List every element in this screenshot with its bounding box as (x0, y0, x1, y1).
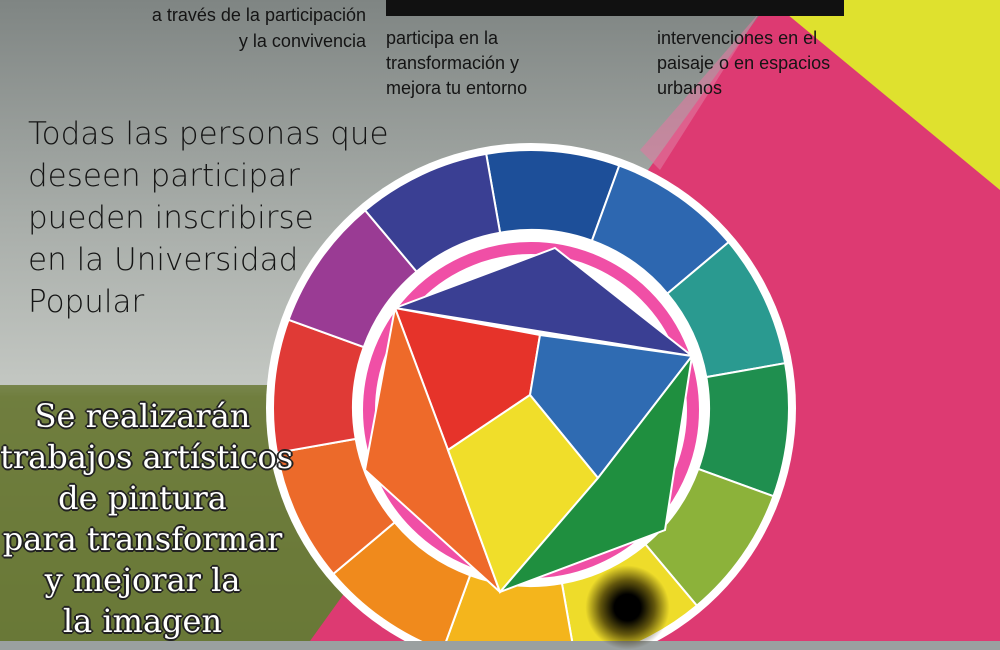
intro-line: pueden inscribirse (28, 200, 314, 236)
wheel-segment (445, 573, 574, 641)
outer-ring (272, 149, 790, 641)
wheel-segment (363, 152, 502, 274)
intro-line: Todas las personas que (28, 116, 389, 152)
top-mid-text: participa en la transformación y mejora … (386, 26, 636, 101)
top-right-line: intervenciones en el (657, 28, 818, 48)
top-mid-line: transformación y (386, 53, 520, 73)
top-right-line: urbanos (657, 78, 723, 98)
inner-polygons (363, 246, 696, 594)
intro-line: Popular (28, 284, 145, 320)
intro-line: deseen participar (28, 158, 300, 194)
magenta-edge (640, 12, 760, 170)
wheel-polygon (391, 246, 696, 358)
outlined-line: de pintura (58, 479, 227, 517)
top-mid-line: mejora tu entorno (386, 78, 528, 98)
outlined-line: Se realizarán (34, 397, 251, 435)
wheel-polygon (499, 355, 693, 593)
top-right-text: intervenciones en el paisaje o en espaci… (657, 26, 897, 101)
outlined-line: trabajos artísticos (0, 438, 294, 476)
intro-text: Todas las personas que deseen participar… (28, 113, 408, 323)
top-left-line: y la convivencia (238, 31, 366, 51)
dark-spot (585, 565, 670, 650)
top-right-line: paisaje o en espacios (657, 53, 831, 73)
top-mid-line: participa en la (386, 28, 499, 48)
outlined-line: y mejorar la (44, 561, 241, 599)
outlined-text: Se realizarán trabajos artísticos de pin… (0, 396, 294, 642)
intro-line: en la Universidad (28, 242, 299, 278)
black-header-bar (386, 0, 844, 16)
top-left-text: a través de la participación y la conviv… (108, 2, 366, 54)
top-left-line: a través de la participación (151, 5, 366, 25)
outlined-line: para transformar (2, 520, 283, 558)
outlined-line: la imagen (62, 602, 223, 640)
